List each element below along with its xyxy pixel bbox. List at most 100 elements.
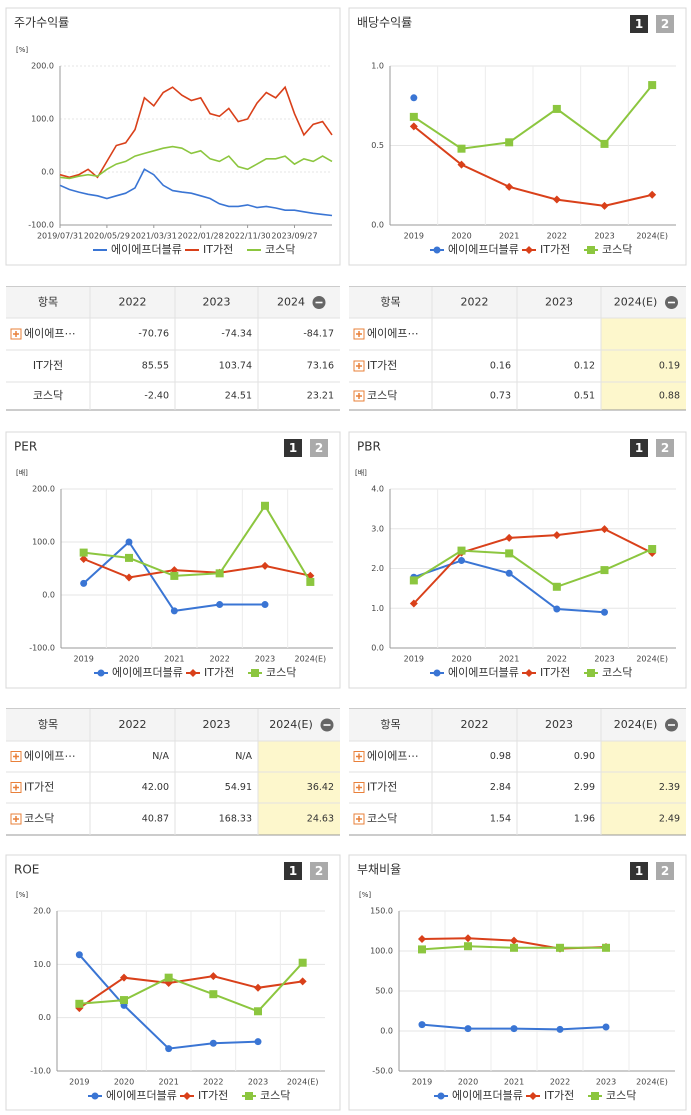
x-tick-label: 2021/03/31 bbox=[131, 232, 177, 241]
table-cell: 0.98 bbox=[490, 751, 511, 762]
x-tick-label: 2024(E) bbox=[636, 655, 668, 664]
y-tick-label: -100.0 bbox=[28, 221, 54, 230]
point bbox=[510, 943, 518, 952]
table-cell: 1.96 bbox=[574, 814, 595, 825]
table-header-cell: 2022 bbox=[461, 296, 489, 309]
legend-marker bbox=[591, 1092, 599, 1100]
legend-label: 에이에프더블류 bbox=[112, 666, 183, 679]
y-tick-label: 3.0 bbox=[371, 524, 384, 533]
x-tick-label: 2023 bbox=[248, 1078, 268, 1087]
x-tick-label: 2023 bbox=[596, 1078, 616, 1087]
pager-button[interactable] bbox=[284, 439, 302, 457]
table-cell: 0.51 bbox=[574, 391, 595, 402]
table-cell: 73.16 bbox=[307, 361, 334, 372]
x-tick-label: 2019 bbox=[412, 1078, 432, 1087]
table-cell: N/A bbox=[235, 751, 252, 762]
x-tick-label: 2022 bbox=[547, 655, 567, 664]
x-tick-label: 2022 bbox=[550, 1078, 570, 1087]
pager-button[interactable] bbox=[284, 862, 302, 880]
point bbox=[505, 533, 514, 542]
y-unit: [배] bbox=[355, 468, 367, 477]
x-tick-label: 2022/01/28 bbox=[178, 232, 224, 241]
point bbox=[648, 545, 657, 554]
table-header-bg bbox=[6, 709, 340, 741]
x-tick-label: 2023 bbox=[594, 232, 614, 241]
pager-button[interactable] bbox=[656, 15, 674, 33]
point bbox=[164, 973, 173, 982]
expand-icon-plus bbox=[356, 816, 362, 822]
series-line bbox=[413, 84, 653, 150]
point bbox=[552, 582, 561, 591]
table-header-cell: 항목 bbox=[380, 296, 400, 309]
y-unit: [%] bbox=[16, 46, 28, 54]
point bbox=[298, 958, 307, 967]
point bbox=[464, 942, 472, 951]
row-label: 코스닥 bbox=[367, 389, 397, 402]
legend-marker bbox=[587, 669, 595, 677]
point bbox=[505, 182, 514, 191]
pager-button[interactable] bbox=[656, 439, 674, 457]
pager-button[interactable] bbox=[630, 862, 648, 880]
y-tick-label: 0.0 bbox=[38, 1013, 51, 1022]
point bbox=[510, 1025, 518, 1033]
x-tick-label: 2019/07/31 bbox=[37, 232, 83, 241]
row-label: 에이에프⋯ bbox=[367, 750, 418, 763]
highlight-cell bbox=[601, 803, 686, 835]
table-header-cell: 2024(E) bbox=[614, 718, 658, 731]
legend-marker bbox=[433, 246, 441, 254]
point bbox=[464, 1025, 472, 1033]
point bbox=[457, 160, 466, 169]
point bbox=[418, 945, 426, 954]
x-tick-label: 2020/05/29 bbox=[84, 232, 130, 241]
table-cell: 0.16 bbox=[490, 361, 511, 372]
series-line bbox=[78, 975, 303, 1009]
legend-marker bbox=[525, 246, 533, 254]
table-cell: 0.19 bbox=[659, 361, 680, 372]
point bbox=[602, 1023, 610, 1031]
expand-icon-plus bbox=[356, 393, 362, 399]
y-tick-label: 50.0 bbox=[375, 987, 393, 996]
table-cell: 168.33 bbox=[219, 814, 252, 825]
table-cell: 2.49 bbox=[659, 814, 680, 825]
expand-icon-plus bbox=[13, 784, 19, 791]
expand-icon-plus bbox=[13, 816, 19, 822]
point bbox=[75, 951, 83, 959]
pager-button[interactable] bbox=[630, 15, 648, 33]
y-tick-label: 150.0 bbox=[370, 907, 393, 916]
y-tick-label: 0.0 bbox=[371, 221, 384, 230]
pager-label: 1 bbox=[289, 441, 297, 455]
table-cell: 0.90 bbox=[574, 751, 595, 762]
legend-label: IT가전 bbox=[198, 1089, 228, 1102]
pager-button[interactable] bbox=[656, 862, 674, 880]
highlight-cell bbox=[258, 772, 340, 803]
point bbox=[254, 1007, 262, 1016]
panel bbox=[348, 854, 687, 1111]
legend-label: 코스닥 bbox=[606, 1089, 636, 1102]
table-cell: 0.12 bbox=[574, 361, 595, 372]
pager-button[interactable] bbox=[630, 439, 648, 457]
table-cell: 36.42 bbox=[307, 782, 334, 793]
point bbox=[600, 566, 609, 575]
table-header-cell: 2024(E) bbox=[269, 718, 313, 731]
series-line bbox=[413, 548, 653, 588]
x-tick-label: 2020 bbox=[119, 655, 139, 664]
pager-button[interactable] bbox=[310, 439, 328, 457]
table-header-cell: 2022 bbox=[461, 718, 489, 731]
y-unit: [%] bbox=[359, 891, 371, 899]
legend-label: 에이에프더블류 bbox=[106, 1089, 177, 1102]
point bbox=[505, 549, 514, 558]
y-tick-label: 0.0 bbox=[371, 644, 384, 653]
point bbox=[261, 601, 269, 609]
legend-label: 에이에프더블류 bbox=[111, 243, 182, 256]
y-unit: [배] bbox=[16, 468, 28, 477]
point bbox=[209, 972, 218, 981]
y-tick-label: 20.0 bbox=[33, 907, 51, 916]
pager-button[interactable] bbox=[310, 862, 328, 880]
y-tick-label: -100.0 bbox=[29, 644, 55, 653]
series-line bbox=[79, 962, 304, 1013]
y-tick-label: 2.0 bbox=[371, 564, 384, 573]
point bbox=[600, 201, 609, 210]
y-tick-label: 100.0 bbox=[32, 538, 55, 547]
point bbox=[409, 122, 418, 131]
y-tick-label: 4.0 bbox=[371, 485, 384, 494]
